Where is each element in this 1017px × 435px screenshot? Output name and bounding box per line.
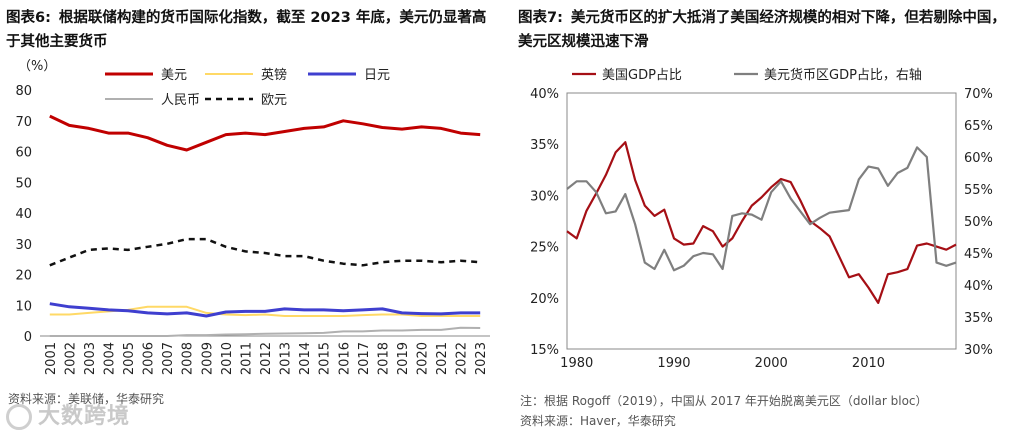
left-x-tick-label: 2007 [161, 342, 176, 375]
left-x-tick-label: 2010 [220, 342, 235, 375]
left-x-tick-label: 2016 [337, 342, 352, 375]
watermark-logo-icon [6, 404, 32, 430]
right-source: 资料来源：Haver，华泰研究 [520, 414, 676, 428]
right-figure-number: 图表7: [518, 10, 563, 26]
right-right-axis-tick-label: 50% [964, 215, 993, 230]
left-x-tick-label: 2005 [122, 342, 137, 375]
left-legend-label: 日元 [364, 68, 390, 83]
left-y-tick-label: 60 [15, 146, 32, 161]
right-x-tick-label: 1980 [560, 356, 593, 371]
right-line-chart: 15% 20% 25% 30% 35% 40% 30% 35% 40% 45% 50% 55% 60% 6… [530, 67, 993, 371]
right-legend-label: 美元货币区GDP占比，右轴 [764, 67, 922, 83]
right-left-axis-tick-label: 25% [530, 241, 559, 256]
left-series-line-日元 [49, 302, 481, 318]
right-title-text: 美元货币区的扩大抵消了美国经济规模的相对下降，但若剔除中国，美元区规模迅速下滑 [518, 10, 1006, 50]
left-y-tick-label: 50 [15, 176, 32, 191]
left-figure-number: 图表6: [6, 10, 51, 26]
left-x-tick-label: 2018 [376, 342, 391, 375]
left-legend-label: 美元 [161, 68, 187, 83]
left-chart-panel: 图表6: 根据联储构建的货币国际化指数，截至 2023 年底，美元仍显著高于其他主… [0, 0, 500, 435]
left-y-tick-label: 30 [15, 238, 32, 253]
left-x-tick-label: 2021 [435, 342, 450, 375]
right-series-line-right [566, 146, 957, 272]
left-legend-label: 英镑 [261, 67, 287, 83]
left-title-text: 根据联储构建的货币国际化指数，截至 2023 年底，美元仍显著高于其他主要货币 [6, 10, 487, 50]
right-right-axis-tick-label: 30% [964, 343, 993, 358]
right-note: 注：根据 Rogoff（2019），中国从 2017 年开始脱离美元区（doll… [520, 394, 928, 408]
right-left-axis-tick-label: 30% [530, 189, 559, 204]
right-x-tick-label: 2010 [852, 356, 885, 371]
right-right-axis-tick-label: 70% [964, 87, 993, 102]
left-y-tick-label: 70 [15, 115, 32, 130]
left-x-tick-label: 2004 [102, 342, 117, 375]
right-x-tick-label: 2000 [755, 356, 788, 371]
right-right-axis-tick-label: 45% [964, 247, 993, 262]
left-x-tick-label: 2008 [181, 342, 196, 375]
left-x-tick-label: 2015 [318, 342, 333, 375]
left-x-tick-label: 2020 [416, 342, 431, 375]
right-left-axis-tick-label: 15% [530, 343, 559, 358]
left-x-tick-label: 2009 [200, 342, 215, 375]
left-x-tick-label: 2011 [239, 342, 254, 375]
left-series-line-欧元 [49, 237, 481, 267]
left-y-tick-label: 10 [15, 299, 32, 314]
right-chart-title: 图表7: 美元货币区的扩大抵消了美国经济规模的相对下降，但若剔除中国，美元区规模迅… [518, 6, 1008, 54]
left-series-line-人民币 [49, 326, 481, 337]
left-x-tick-label: 2006 [142, 342, 157, 375]
left-x-tick-label: 2014 [298, 342, 313, 375]
left-y-unit-label: （%） [18, 59, 56, 74]
watermark-text: 大数跨境 [38, 404, 131, 429]
right-right-axis-tick-label: 65% [964, 119, 993, 134]
right-chart-panel: 图表7: 美元货币区的扩大抵消了美国经济规模的相对下降，但若剔除中国，美元区规模迅… [512, 0, 1017, 435]
watermark: 大数跨境 [6, 398, 130, 430]
right-right-axis-tick-label: 35% [964, 311, 993, 326]
left-x-tick-label: 2019 [396, 342, 411, 375]
left-y-tick-label: 20 [15, 269, 32, 284]
right-left-axis-tick-label: 20% [530, 292, 559, 307]
left-source: 资料来源：美联储，华泰研究 [8, 392, 165, 406]
right-right-axis-tick-label: 40% [964, 279, 993, 294]
left-x-tick-label: 2022 [455, 342, 470, 375]
left-chart-title: 图表6: 根据联储构建的货币国际化指数，截至 2023 年底，美元仍显著高于其他主… [6, 6, 496, 54]
left-x-tick-label: 2017 [357, 342, 372, 375]
right-left-axis-tick-label: 40% [530, 87, 559, 102]
left-legend-label: 欧元 [261, 93, 287, 108]
left-x-tick-label: 2013 [279, 342, 294, 375]
right-series-line-left [566, 141, 957, 304]
left-legend-label: 人民币 [161, 93, 200, 108]
left-line-chart: （%） 0 10 20 30 40 50 60 70 80 2001 2002 2003 2004 2005… [15, 59, 490, 375]
left-x-tick-label: 2001 [44, 342, 59, 375]
left-y-tick-label: 40 [15, 207, 32, 222]
left-x-tick-label: 2012 [259, 342, 274, 375]
left-series-line-美元 [49, 114, 481, 152]
right-plot-frame [566, 92, 957, 350]
right-legend-label: 美国GDP占比 [602, 68, 682, 83]
left-y-tick-label: 80 [15, 84, 32, 99]
right-left-axis-tick-label: 35% [530, 138, 559, 153]
right-right-axis-tick-label: 60% [964, 151, 993, 166]
left-y-tick-label: 0 [24, 330, 32, 345]
right-x-tick-label: 1990 [657, 356, 690, 371]
left-x-tick-label: 2023 [474, 342, 489, 375]
left-x-tick-label: 2002 [63, 342, 78, 375]
right-right-axis-tick-label: 55% [964, 183, 993, 198]
left-x-tick-label: 2003 [83, 342, 98, 375]
